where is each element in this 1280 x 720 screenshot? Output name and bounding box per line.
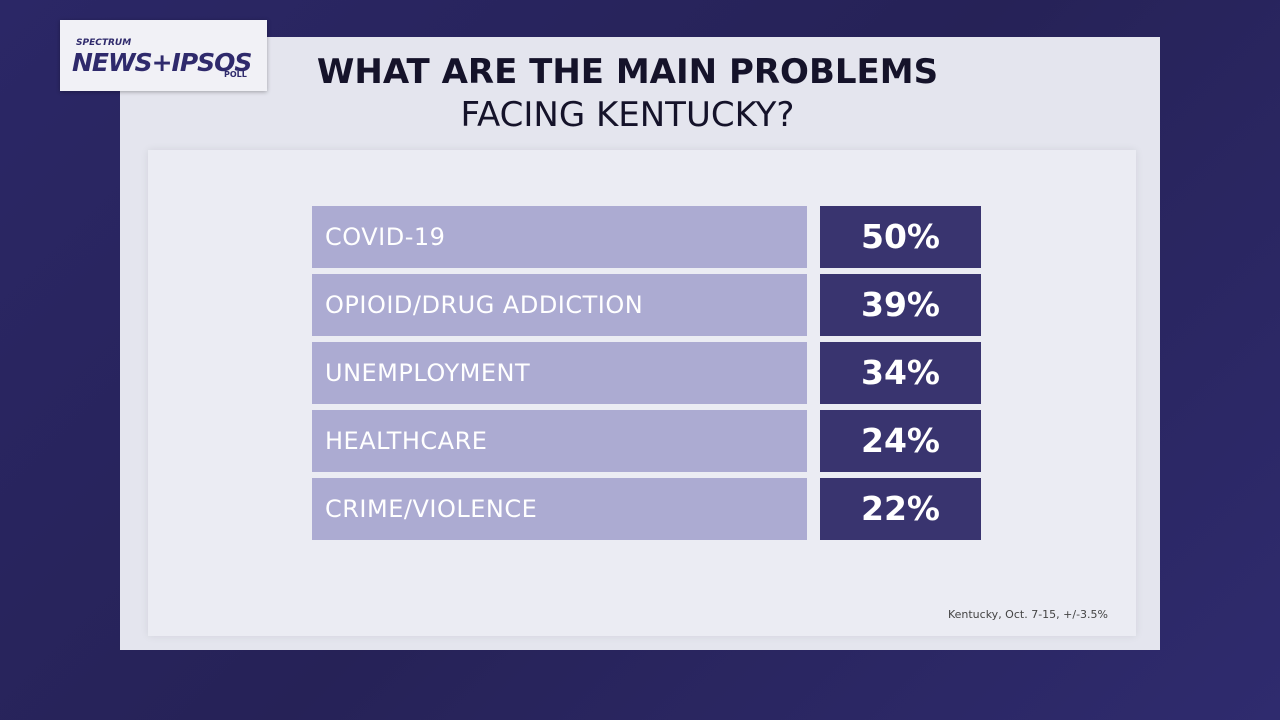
footnote: Kentucky, Oct. 7-15, +/-3.5% — [947, 608, 1108, 621]
row-value: 50% — [820, 206, 981, 268]
row-value: 24% — [820, 410, 981, 472]
title: WHAT ARE THE MAIN PROBLEMS — [316, 52, 939, 92]
row-label: UNEMPLOYMENT — [312, 342, 807, 404]
logo-brand: SPECTRUM — [76, 38, 132, 48]
logo-sub: POLL — [224, 70, 247, 79]
row-label: CRIME/VIOLENCE — [312, 478, 807, 540]
subtitle: FACING KENTUCKY? — [460, 95, 795, 135]
row-value: 39% — [820, 274, 981, 336]
logo-name: NEWS+IPSOS — [72, 48, 252, 77]
row-label: OPIOID/DRUG ADDICTION — [312, 274, 807, 336]
row-label: COVID-19 — [312, 206, 807, 268]
row-value: 34% — [820, 342, 981, 404]
row-value: 22% — [820, 478, 981, 540]
logo: SPECTRUM NEWS+IPSOS — [60, 20, 267, 91]
row-label: HEALTHCARE — [312, 410, 807, 472]
